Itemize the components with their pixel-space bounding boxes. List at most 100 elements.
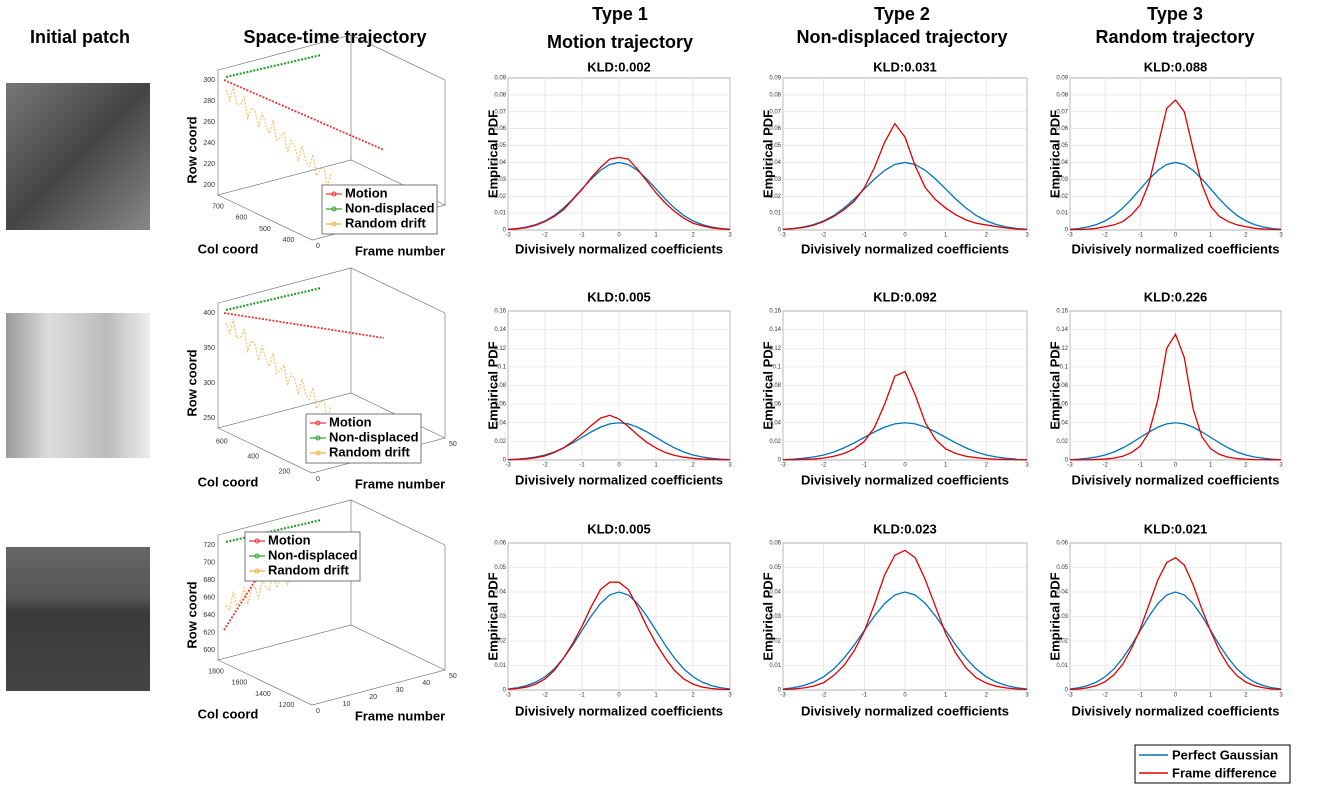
series-line — [1069, 98, 1282, 231]
y-axis-label: Empirical PDF — [760, 341, 775, 429]
series-line — [1069, 161, 1282, 230]
x-tick-label: 2 — [691, 693, 695, 699]
y-axis-label: Empirical PDF — [1047, 110, 1062, 198]
x-tick-label: -1 — [579, 693, 585, 699]
x-axis-label: Divisively normalized coefficients — [801, 703, 1009, 718]
y-tick-label: 0.04 — [769, 160, 781, 166]
x-tick-label: -1 — [1138, 693, 1144, 699]
frame-tick-label: 20 — [369, 694, 377, 701]
y-tick-label: 0.05 — [1056, 143, 1068, 149]
row-tick-label: 300 — [203, 77, 215, 84]
x-tick-label: -1 — [862, 693, 868, 699]
x-tick-label: 0 — [903, 233, 907, 239]
col-axis-label: Col coord — [198, 706, 259, 721]
x-tick-label: 2 — [985, 693, 989, 699]
box-floor — [217, 624, 446, 706]
y-tick-label: 0.05 — [494, 565, 506, 571]
x-tick-label: 0 — [1174, 233, 1178, 239]
y-tick-label: 0.03 — [769, 177, 781, 183]
legend-label: Non-displaced — [268, 547, 358, 562]
x-axis-label: Divisively normalized coefficients — [515, 703, 723, 718]
x-tick-label: -3 — [780, 233, 786, 239]
y-tick-label: 0.14 — [494, 327, 506, 333]
x-tick-label: -3 — [780, 463, 786, 469]
chart-title: KLD:0.002 — [587, 59, 651, 74]
x-tick-label: -2 — [821, 233, 827, 239]
y-tick-label: 0.12 — [1056, 346, 1068, 352]
legend-swatch — [315, 435, 321, 441]
x-tick-label: 0 — [903, 693, 907, 699]
x-tick-label: -1 — [579, 463, 585, 469]
x-tick-label: 1 — [1209, 463, 1213, 469]
y-tick-label: 0.04 — [1056, 160, 1068, 166]
x-tick-label: 2 — [985, 233, 989, 239]
chart-title: KLD:0.021 — [1144, 521, 1208, 536]
y-axis-label: Empirical PDF — [760, 572, 775, 660]
series-line — [1069, 556, 1282, 691]
legend-label: Perfect Gaussian — [1172, 747, 1278, 762]
col-tick-label: 400 — [247, 453, 259, 460]
frame-tick-label: 50 — [449, 441, 457, 448]
x-axis-label: Divisively normalized coefficients — [801, 472, 1009, 487]
nondisplaced-trajectory — [225, 518, 322, 544]
x-tick-label: 3 — [1279, 693, 1283, 699]
x-tick-label: -2 — [542, 233, 548, 239]
y-tick-label: 0.03 — [494, 177, 506, 183]
y-tick-label: 0.01 — [1056, 211, 1068, 217]
chart-title: KLD:0.088 — [1144, 59, 1208, 74]
legend-swatch — [331, 221, 337, 227]
x-axis-label: Divisively normalized coefficients — [801, 241, 1009, 256]
y-tick-label: 0.02 — [1056, 439, 1068, 445]
x-tick-label: 1 — [654, 693, 658, 699]
y-tick-label: 0.02 — [769, 639, 781, 645]
y-tick-label: 0.06 — [494, 541, 506, 547]
x-tick-label: 3 — [1279, 463, 1283, 469]
y-tick-label: 0 — [1065, 228, 1069, 234]
y-tick-label: 0.03 — [1056, 614, 1068, 620]
y-tick-label: 0.03 — [1056, 177, 1068, 183]
y-tick-label: 0.14 — [769, 327, 781, 333]
header: Type 2 — [874, 4, 930, 24]
motion-trajectory — [223, 312, 385, 339]
chart-title: KLD:0.226 — [1144, 289, 1208, 304]
y-axis-label: Empirical PDF — [485, 341, 500, 429]
frame-tick-label: 30 — [396, 687, 404, 694]
y-tick-label: 0.08 — [1056, 92, 1068, 98]
random-drift-trajectory — [225, 548, 332, 613]
y-tick-label: 0.02 — [494, 194, 506, 200]
frame-tick-label: 40 — [422, 680, 430, 687]
series-line — [782, 549, 1028, 691]
box-back — [217, 267, 446, 314]
row-axis-label: Row coord — [184, 581, 199, 648]
frame-tick-label: 0 — [316, 476, 320, 483]
x-axis-label: Divisively normalized coefficients — [515, 472, 723, 487]
chart-title: KLD:0.005 — [587, 521, 651, 536]
col-tick-label: 1800 — [208, 668, 224, 675]
y-tick-label: 0.01 — [769, 211, 781, 217]
x-tick-label: -3 — [780, 693, 786, 699]
y-tick-label: 0 — [1065, 458, 1069, 464]
row-tick-label: 350 — [203, 345, 215, 352]
col-tick-label: 1600 — [232, 680, 248, 687]
row-tick-label: 280 — [203, 98, 215, 105]
series-line — [507, 591, 731, 690]
row-tick-label: 660 — [203, 594, 215, 601]
x-tick-label: -3 — [1067, 233, 1073, 239]
x-tick-label: -1 — [862, 463, 868, 469]
x-tick-label: 1 — [944, 233, 948, 239]
y-tick-label: 0.09 — [1056, 76, 1068, 82]
y-tick-label: 0.04 — [494, 420, 506, 426]
x-tick-label: -3 — [1067, 463, 1073, 469]
y-tick-label: 0.08 — [494, 383, 506, 389]
row-tick-label: 400 — [203, 310, 215, 317]
y-tick-label: 0.02 — [494, 639, 506, 645]
row-tick-label: 260 — [203, 119, 215, 126]
random-drift-trajectory — [225, 86, 332, 188]
x-tick-label: -2 — [821, 693, 827, 699]
x-tick-label: 3 — [1025, 463, 1029, 469]
y-tick-label: 0.04 — [769, 590, 781, 596]
x-tick-label: 3 — [1279, 233, 1283, 239]
legend-label: Random drift — [268, 562, 350, 577]
x-tick-label: 0 — [1174, 693, 1178, 699]
patch-image — [6, 83, 150, 230]
